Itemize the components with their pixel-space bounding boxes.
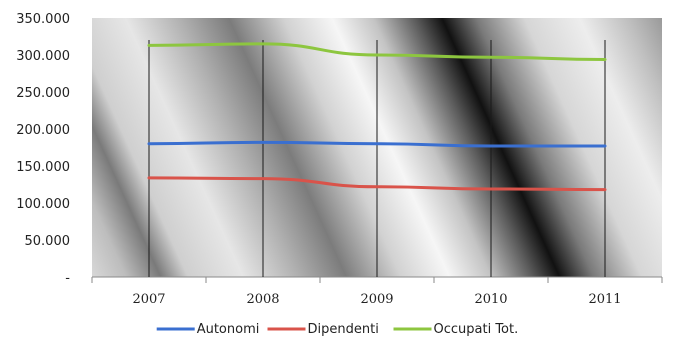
series-line-0 xyxy=(147,140,607,148)
y-tick-label: 50.000 xyxy=(25,234,71,249)
y-tick-label: - xyxy=(65,271,70,286)
y-tick-label: 100.000 xyxy=(16,197,70,212)
x-tick-label: 2011 xyxy=(588,292,621,307)
legend-label: Dipendenti xyxy=(308,322,379,337)
x-axis: 2007 2008 2009 2010 2011 xyxy=(91,276,663,307)
x-tick-label: 2008 xyxy=(246,292,279,307)
y-tick-label: 200.000 xyxy=(16,123,70,138)
series-lines xyxy=(147,42,607,192)
series-line-1 xyxy=(147,176,607,192)
legend: Autonomi Dipendenti Occupati Tot. xyxy=(156,322,519,337)
legend-label: Occupati Tot. xyxy=(434,322,519,337)
legend-label: Autonomi xyxy=(197,322,260,337)
gridlines xyxy=(148,40,606,277)
x-tick-label: 2009 xyxy=(360,292,393,307)
y-tick-label: 150.000 xyxy=(16,160,70,175)
y-tick-label: 250.000 xyxy=(16,86,70,101)
y-tick-label: 300.000 xyxy=(16,49,70,64)
y-axis: - 50.000 100.000 150.000 200.000 250.000 300.0… xyxy=(16,12,70,286)
series-line-2 xyxy=(147,42,607,61)
x-tick-label: 2007 xyxy=(132,292,165,307)
x-tick-label: 2010 xyxy=(474,292,507,307)
y-tick-label: 350.000 xyxy=(16,12,70,27)
